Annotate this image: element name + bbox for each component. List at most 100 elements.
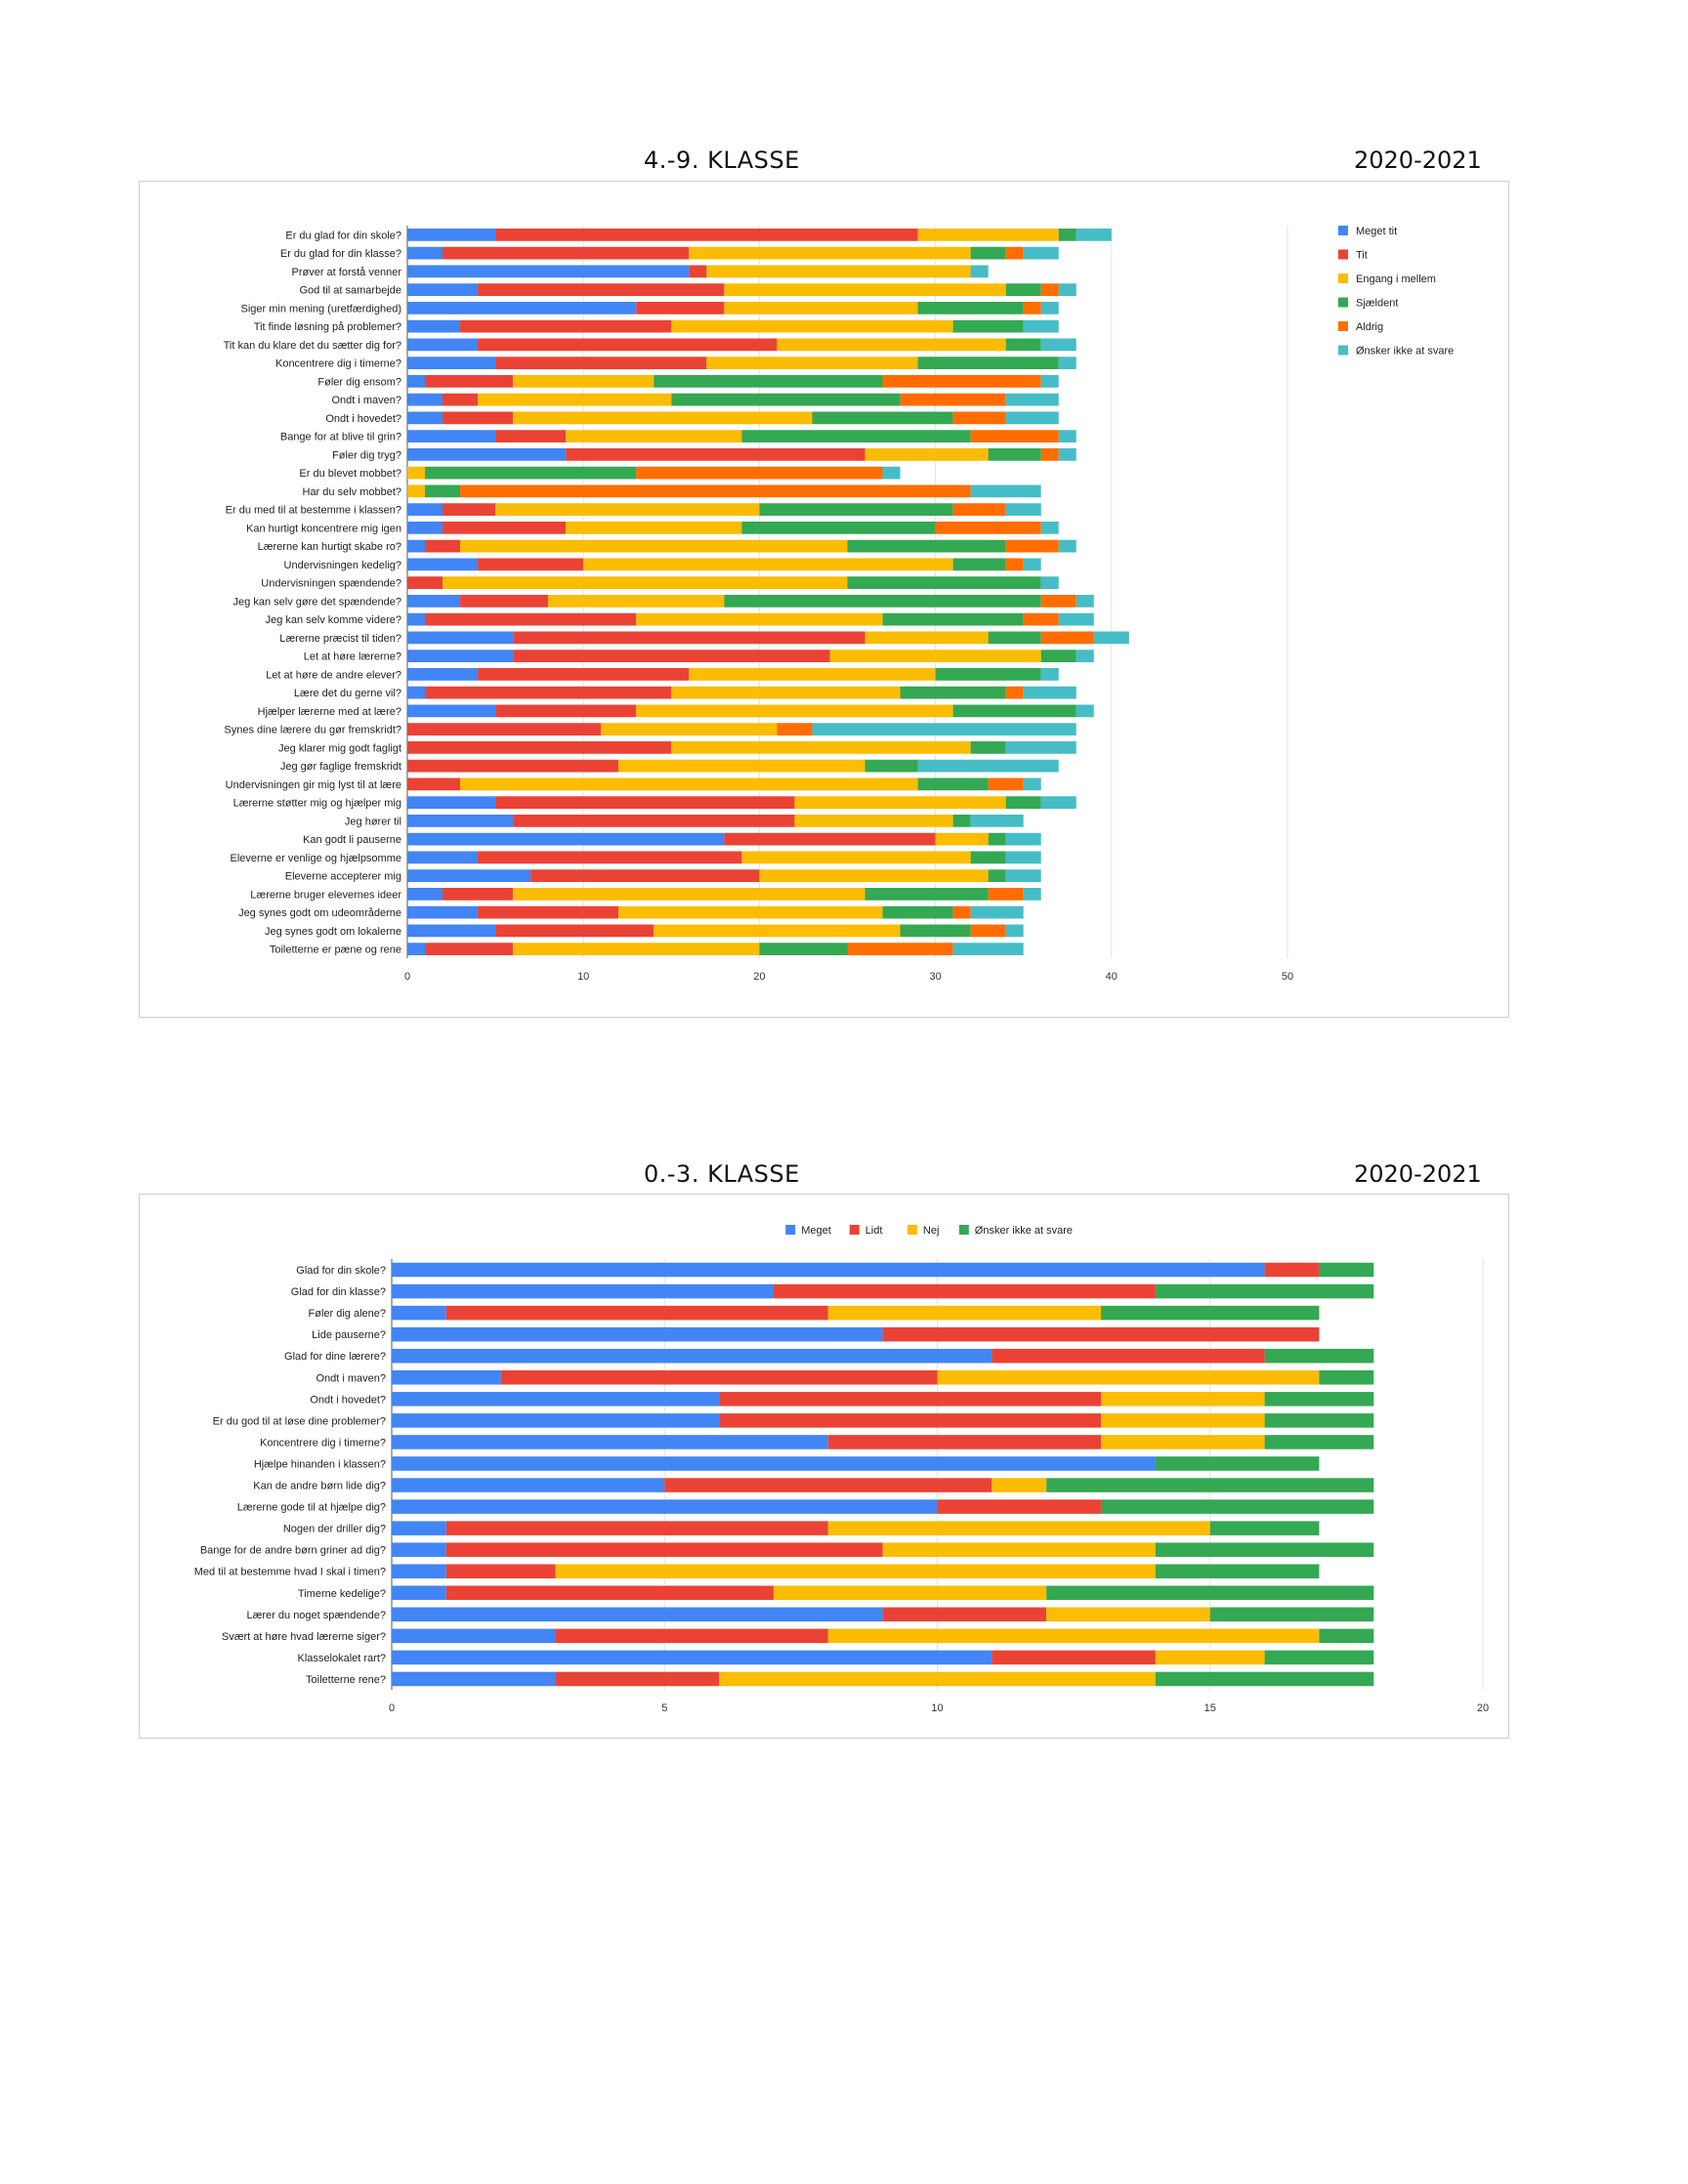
bar-segment bbox=[882, 466, 901, 480]
legend-label: Aldrig bbox=[1356, 321, 1383, 333]
bar-segment bbox=[1005, 796, 1041, 809]
bar-segment bbox=[1023, 558, 1041, 571]
bar-segment bbox=[829, 650, 1041, 662]
bar-segment bbox=[407, 796, 496, 809]
bar-segment bbox=[407, 943, 426, 955]
bar-segment bbox=[407, 759, 619, 773]
bar-segment bbox=[773, 1283, 1156, 1299]
bar-segment bbox=[812, 411, 953, 425]
bar-segment bbox=[1155, 1456, 1320, 1471]
bar-segment bbox=[1101, 1499, 1374, 1514]
bar-segment bbox=[1046, 1607, 1210, 1622]
bar-segment bbox=[636, 612, 883, 626]
bar-segment bbox=[882, 1607, 1047, 1622]
category-label: Ondt i hovedet? bbox=[310, 1394, 386, 1406]
category-label: Bange for de andre børn griner ad dig? bbox=[200, 1545, 386, 1557]
bar-segment bbox=[1023, 612, 1059, 626]
bar-segment bbox=[794, 815, 953, 827]
legend-swatch bbox=[958, 1225, 969, 1235]
category-label: Jeg kan selv gøre det spændende? bbox=[233, 596, 401, 608]
bar-segment bbox=[1040, 631, 1094, 645]
bar-segment bbox=[1005, 246, 1024, 260]
bar-segment bbox=[1005, 558, 1024, 571]
bar-segment bbox=[917, 357, 1059, 369]
bar-segment bbox=[1101, 1435, 1265, 1449]
bar-segment bbox=[392, 1542, 446, 1557]
x-tick-label: 50 bbox=[1282, 971, 1293, 983]
chart2-frame: 0 5 10 15 20 Glad for din skole? Glad for din … bbox=[139, 1194, 1509, 1739]
bar-segment bbox=[917, 302, 1024, 315]
bar-segment bbox=[741, 522, 936, 534]
bar-segment bbox=[777, 723, 813, 735]
bar-segment bbox=[1076, 650, 1094, 662]
x-tick-label: 0 bbox=[404, 971, 410, 983]
section2-title: 0.-3. KLASSE bbox=[644, 1160, 800, 1188]
bar-segment bbox=[952, 558, 1006, 571]
category-label: Synes dine lærere du gør fremskridt? bbox=[224, 725, 401, 736]
bar-segment bbox=[618, 759, 865, 773]
bar-segment bbox=[407, 539, 426, 553]
bar-segment bbox=[1040, 283, 1059, 296]
bar-segment bbox=[970, 924, 1006, 938]
bar-segment bbox=[392, 1499, 938, 1514]
bar-segment bbox=[1046, 1478, 1374, 1492]
bar-segment bbox=[407, 741, 672, 754]
bar-segment bbox=[407, 650, 514, 662]
category-label: Prøver at forstå venner bbox=[292, 267, 402, 278]
bar-segment bbox=[407, 631, 514, 645]
bar-segment bbox=[827, 1435, 1102, 1449]
bar-segment bbox=[970, 905, 1024, 919]
category-label: Koncentrere dig i timerne? bbox=[260, 1437, 386, 1449]
bar-segment bbox=[1023, 319, 1059, 333]
bar-segment bbox=[407, 522, 443, 534]
bar-segment bbox=[500, 1369, 938, 1385]
bar-segment bbox=[1058, 430, 1076, 442]
bar-segment bbox=[478, 283, 725, 296]
category-label: Lærerne kan hurtigt skabe ro? bbox=[258, 541, 401, 553]
bar-segment bbox=[495, 229, 918, 241]
bar-segment bbox=[1155, 1564, 1320, 1579]
bar-segment bbox=[1319, 1628, 1374, 1644]
bar-segment bbox=[970, 851, 1006, 864]
category-label: Jeg synes godt om lokalerne bbox=[265, 926, 401, 938]
bar-segment bbox=[992, 1478, 1047, 1492]
bar-segment bbox=[1005, 869, 1041, 882]
bar-segment bbox=[1023, 888, 1041, 901]
bar-segment bbox=[1023, 686, 1076, 699]
bar-segment bbox=[495, 357, 707, 369]
bar-segment bbox=[1040, 668, 1059, 681]
bar-segment bbox=[937, 1369, 1320, 1385]
bar-segment bbox=[407, 466, 426, 480]
bar-segment bbox=[407, 558, 479, 571]
bar-segment bbox=[407, 851, 479, 864]
x-tick-label: 30 bbox=[929, 971, 941, 983]
bar-segment bbox=[392, 1348, 992, 1364]
bar-segment bbox=[1264, 1348, 1374, 1364]
category-label: Nogen der driller dig? bbox=[283, 1524, 386, 1535]
bar-segment bbox=[1319, 1369, 1374, 1385]
bar-segment bbox=[407, 888, 443, 901]
bar-segment bbox=[495, 503, 760, 516]
bar-segment bbox=[988, 888, 1024, 901]
bar-segment bbox=[777, 338, 1006, 352]
chart1-frame: 0 10 20 30 40 50 Er du glad for din skole? Er d… bbox=[139, 181, 1509, 1018]
legend-label: Engang i mellem bbox=[1356, 273, 1436, 285]
bar-segment bbox=[935, 522, 1041, 534]
category-label: Føler dig alene? bbox=[309, 1308, 387, 1320]
bar-segment bbox=[664, 1478, 992, 1492]
bar-segment bbox=[460, 484, 971, 498]
category-label: Jeg synes godt om udeområderne bbox=[238, 907, 401, 919]
bar-segment bbox=[407, 723, 602, 735]
x-tick-label: 20 bbox=[753, 971, 765, 983]
bar-segment bbox=[724, 302, 918, 315]
bar-segment bbox=[425, 612, 637, 626]
bar-segment bbox=[812, 723, 1076, 735]
bar-segment bbox=[992, 1348, 1265, 1364]
x-tick-label: 5 bbox=[661, 1702, 667, 1714]
bar-segment bbox=[917, 229, 1059, 241]
bar-segment bbox=[636, 704, 953, 718]
bar-segment bbox=[407, 668, 479, 681]
bar-segment bbox=[425, 943, 514, 955]
bar-segment bbox=[1023, 246, 1059, 260]
legend-label: Meget tit bbox=[1356, 226, 1397, 237]
